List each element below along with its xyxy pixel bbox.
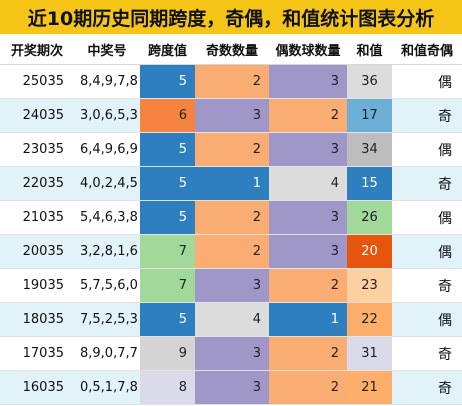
header-even-count: 偶数球数量 bbox=[269, 34, 347, 65]
odd-count-cell: 3 bbox=[195, 370, 269, 405]
sum-parity-cell: 偶 bbox=[392, 132, 462, 167]
sum-cell: 23 bbox=[347, 268, 392, 303]
sum-cell: 20 bbox=[347, 234, 392, 269]
sum-cell: 21 bbox=[347, 370, 392, 405]
even-count-cell: 3 bbox=[269, 64, 347, 99]
period-cell: 17035 bbox=[0, 336, 74, 371]
table-row: 22035 4,0,2,4,5 5 1 4 15 奇 bbox=[0, 166, 462, 201]
sum-cell: 22 bbox=[347, 302, 392, 337]
header-numbers: 中奖号 bbox=[74, 34, 140, 65]
odd-count-cell: 2 bbox=[195, 200, 269, 235]
even-count-cell: 3 bbox=[269, 200, 347, 235]
table-row: 17035 8,9,0,7,7 9 3 2 31 奇 bbox=[0, 336, 462, 371]
table-row: 23035 6,4,9,6,9 5 2 3 34 偶 bbox=[0, 132, 462, 167]
period-cell: 25035 bbox=[0, 64, 74, 99]
period-cell: 23035 bbox=[0, 132, 74, 167]
table-row: 25035 8,4,9,7,8 5 2 3 36 偶 bbox=[0, 64, 462, 99]
sum-cell: 15 bbox=[347, 166, 392, 201]
span-cell: 5 bbox=[140, 302, 195, 337]
span-cell: 6 bbox=[140, 98, 195, 133]
period-cell: 16035 bbox=[0, 370, 74, 405]
even-count-cell: 2 bbox=[269, 268, 347, 303]
sum-parity-cell: 偶 bbox=[392, 64, 462, 99]
even-count-cell: 2 bbox=[269, 98, 347, 133]
sum-cell: 17 bbox=[347, 98, 392, 133]
period-cell: 19035 bbox=[0, 268, 74, 303]
period-cell: 20035 bbox=[0, 234, 74, 269]
even-count-cell: 3 bbox=[269, 234, 347, 269]
period-cell: 22035 bbox=[0, 166, 74, 201]
sum-parity-cell: 偶 bbox=[392, 234, 462, 269]
numbers-cell: 8,9,0,7,7 bbox=[74, 336, 140, 371]
span-cell: 5 bbox=[140, 64, 195, 99]
odd-count-cell: 3 bbox=[195, 336, 269, 371]
table-header-row: 开奖期次 中奖号 跨度值 奇数数量 偶数球数量 和值 和值奇偶 bbox=[0, 34, 462, 65]
sum-cell: 26 bbox=[347, 200, 392, 235]
odd-count-cell: 2 bbox=[195, 64, 269, 99]
table-row: 20035 3,2,8,1,6 7 2 3 20 偶 bbox=[0, 234, 462, 269]
odd-count-cell: 2 bbox=[195, 234, 269, 269]
sum-parity-cell: 偶 bbox=[392, 200, 462, 235]
numbers-cell: 6,4,9,6,9 bbox=[74, 132, 140, 167]
even-count-cell: 1 bbox=[269, 302, 347, 337]
sum-parity-cell: 偶 bbox=[392, 302, 462, 337]
table-row: 18035 7,5,2,5,3 5 4 1 22 偶 bbox=[0, 302, 462, 337]
span-cell: 7 bbox=[140, 268, 195, 303]
period-cell: 21035 bbox=[0, 200, 74, 235]
sum-cell: 36 bbox=[347, 64, 392, 99]
table-row: 19035 5,7,5,6,0 7 3 2 23 奇 bbox=[0, 268, 462, 303]
header-sum: 和值 bbox=[347, 34, 392, 65]
numbers-cell: 5,7,5,6,0 bbox=[74, 268, 140, 303]
odd-count-cell: 1 bbox=[195, 166, 269, 201]
odd-count-cell: 3 bbox=[195, 98, 269, 133]
header-span: 跨度值 bbox=[140, 34, 195, 65]
odd-count-cell: 3 bbox=[195, 268, 269, 303]
numbers-cell: 7,5,2,5,3 bbox=[74, 302, 140, 337]
span-cell: 5 bbox=[140, 166, 195, 201]
odd-count-cell: 4 bbox=[195, 302, 269, 337]
period-cell: 18035 bbox=[0, 302, 74, 337]
numbers-cell: 5,4,6,3,8 bbox=[74, 200, 140, 235]
header-odd-count: 奇数数量 bbox=[195, 34, 269, 65]
table-row: 21035 5,4,6,3,8 5 2 3 26 偶 bbox=[0, 200, 462, 235]
page-title: 近10期历史同期跨度，奇偶，和值统计图表分析 bbox=[0, 0, 462, 34]
table-row: 24035 3,0,6,5,3 6 3 2 17 奇 bbox=[0, 98, 462, 133]
numbers-cell: 3,0,6,5,3 bbox=[74, 98, 140, 133]
sum-parity-cell: 奇 bbox=[392, 166, 462, 201]
span-cell: 9 bbox=[140, 336, 195, 371]
odd-count-cell: 2 bbox=[195, 132, 269, 167]
sum-parity-cell: 奇 bbox=[392, 336, 462, 371]
header-sum-parity: 和值奇偶 bbox=[392, 34, 462, 65]
stats-table: 开奖期次 中奖号 跨度值 奇数数量 偶数球数量 和值 和值奇偶 25035 8,4… bbox=[0, 34, 462, 405]
numbers-cell: 3,2,8,1,6 bbox=[74, 234, 140, 269]
table-row: 16035 0,5,1,7,8 8 3 2 21 奇 bbox=[0, 370, 462, 405]
span-cell: 5 bbox=[140, 200, 195, 235]
span-cell: 7 bbox=[140, 234, 195, 269]
even-count-cell: 2 bbox=[269, 370, 347, 405]
sum-cell: 34 bbox=[347, 132, 392, 167]
period-cell: 24035 bbox=[0, 98, 74, 133]
sum-parity-cell: 奇 bbox=[392, 370, 462, 405]
span-cell: 5 bbox=[140, 132, 195, 167]
numbers-cell: 8,4,9,7,8 bbox=[74, 64, 140, 99]
even-count-cell: 4 bbox=[269, 166, 347, 201]
sum-parity-cell: 奇 bbox=[392, 268, 462, 303]
even-count-cell: 3 bbox=[269, 132, 347, 167]
header-period: 开奖期次 bbox=[0, 34, 74, 65]
span-cell: 8 bbox=[140, 370, 195, 405]
numbers-cell: 4,0,2,4,5 bbox=[74, 166, 140, 201]
even-count-cell: 2 bbox=[269, 336, 347, 371]
numbers-cell: 0,5,1,7,8 bbox=[74, 370, 140, 405]
sum-cell: 31 bbox=[347, 336, 392, 371]
sum-parity-cell: 奇 bbox=[392, 98, 462, 133]
